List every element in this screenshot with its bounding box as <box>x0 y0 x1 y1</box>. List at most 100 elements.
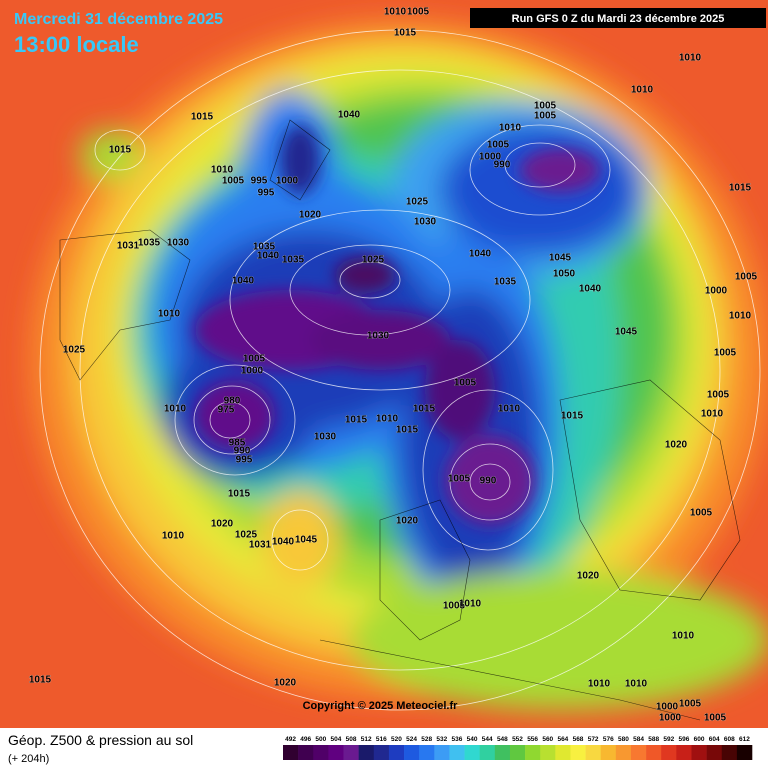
scale-label: 496 <box>300 736 311 743</box>
isobar-label: 1020 <box>211 519 234 530</box>
scale-label: 528 <box>421 736 432 743</box>
isobar-label: 990 <box>480 476 497 487</box>
scale-swatch <box>585 745 602 760</box>
isobar-label: 1050 <box>553 269 576 280</box>
isobar-label: 1040 <box>232 276 255 287</box>
isobar-label: 1010 <box>498 404 521 415</box>
scale-swatch <box>706 745 723 760</box>
isobar-label: 1010 <box>588 679 611 690</box>
isobar-label: 1000 <box>656 702 679 713</box>
isobar-label: 1030 <box>167 238 190 249</box>
scale-label: 520 <box>391 736 402 743</box>
isobar-label: 1030 <box>367 331 390 342</box>
scale-label: 556 <box>527 736 538 743</box>
isobar-label: 1031 <box>249 540 272 551</box>
scale-label: 512 <box>361 736 372 743</box>
isobar-label: 1015 <box>109 145 132 156</box>
scale-label: 516 <box>376 736 387 743</box>
isobar-label: 1025 <box>235 530 258 541</box>
scale-label: 568 <box>573 736 584 743</box>
isobar-label: 1005 <box>534 111 557 122</box>
isobar-label: 1015 <box>413 404 436 415</box>
isobar-label: 1000 <box>276 176 299 187</box>
scale-label: 588 <box>648 736 659 743</box>
isobar-label: 1005 <box>407 7 430 18</box>
scale-swatch <box>630 745 647 760</box>
isobar-label: 995 <box>258 188 275 199</box>
isobar-label: 1000 <box>241 366 264 377</box>
isobar-label: 990 <box>234 446 251 457</box>
isobar-label: 1040 <box>272 537 295 548</box>
map-field <box>0 0 768 728</box>
isobar-label: 975 <box>218 405 235 416</box>
isobar-label: 1025 <box>362 255 385 266</box>
scale-swatch <box>479 745 496 760</box>
valid-date: Mercredi 31 décembre 2025 <box>14 11 223 28</box>
isobar-label: 1040 <box>338 110 361 121</box>
scale-swatch <box>525 745 541 760</box>
scale-swatch <box>313 745 329 760</box>
isobar-label: 1010 <box>701 409 724 420</box>
scale-swatch <box>691 745 707 760</box>
isobar-label: 1015 <box>561 411 584 422</box>
isobar-label: 1045 <box>295 535 318 546</box>
isobar-label: 1010 <box>625 679 648 690</box>
isobar-label: 980 <box>224 396 241 407</box>
scale-swatch <box>298 745 314 760</box>
scale-swatch <box>434 745 450 760</box>
local-time: 13:00 locale <box>14 32 139 57</box>
isobar-label: 1010 <box>729 311 752 322</box>
isobar-label: 1030 <box>414 217 437 228</box>
scale-swatch <box>328 745 344 760</box>
scale-swatch <box>373 745 390 760</box>
isobar-label: 1035 <box>253 242 276 253</box>
isobar-label: 1005 <box>222 176 245 187</box>
isobar-label: 1015 <box>29 675 52 686</box>
scale-swatch <box>540 745 556 760</box>
isobar-label: 1015 <box>228 489 251 500</box>
copyright: Copyright © 2025 Meteociel.fr <box>303 700 459 712</box>
scale-label: 536 <box>452 736 463 743</box>
run-box <box>470 8 766 28</box>
isobar-label: 1010 <box>499 123 522 134</box>
isobar-label: 990 <box>494 160 511 171</box>
isobar-label: 1031 <box>117 241 140 252</box>
scale-label: 532 <box>436 736 447 743</box>
isobar-label: 1015 <box>191 112 214 123</box>
isobar-label: 1000 <box>705 286 728 297</box>
isobar-label: 1005 <box>487 140 510 151</box>
isobar-label: 1020 <box>577 571 600 582</box>
scale-label: 604 <box>709 736 720 743</box>
isobar-label: 995 <box>251 176 268 187</box>
isobar-label: 1020 <box>665 440 688 451</box>
scale-label: 552 <box>512 736 523 743</box>
scale-label: 524 <box>406 736 417 743</box>
scale-swatch <box>570 745 586 760</box>
scale-label: 504 <box>331 736 342 743</box>
scale-swatch <box>736 745 753 760</box>
isobar-label: 1010 <box>158 309 181 320</box>
scale-swatch <box>358 745 375 760</box>
isobar-label: 1030 <box>314 432 337 443</box>
scale-label: 600 <box>694 736 705 743</box>
scale-label: 608 <box>724 736 735 743</box>
isobar-label: 1010 <box>384 7 407 18</box>
scale-swatch <box>509 745 526 760</box>
scale-label: 584 <box>633 736 644 743</box>
isobar-label: 1010 <box>459 599 482 610</box>
scale-swatch <box>721 745 738 760</box>
isobar-label: 1045 <box>615 327 638 338</box>
isobar-label: 1020 <box>274 678 297 689</box>
isobar-label: 1005 <box>454 378 477 389</box>
scale-swatch <box>449 745 465 760</box>
scale-swatch <box>555 745 571 760</box>
isobar-label: 1035 <box>282 255 305 266</box>
scale-swatch <box>661 745 677 760</box>
isobar-label: 1005 <box>735 272 758 283</box>
isobar-label: 1010 <box>376 414 399 425</box>
scale-swatch <box>419 745 435 760</box>
isobar-label: 1005 <box>714 348 737 359</box>
run-info: Run GFS 0 Z du Mardi 23 décembre 2025 <box>512 13 725 25</box>
